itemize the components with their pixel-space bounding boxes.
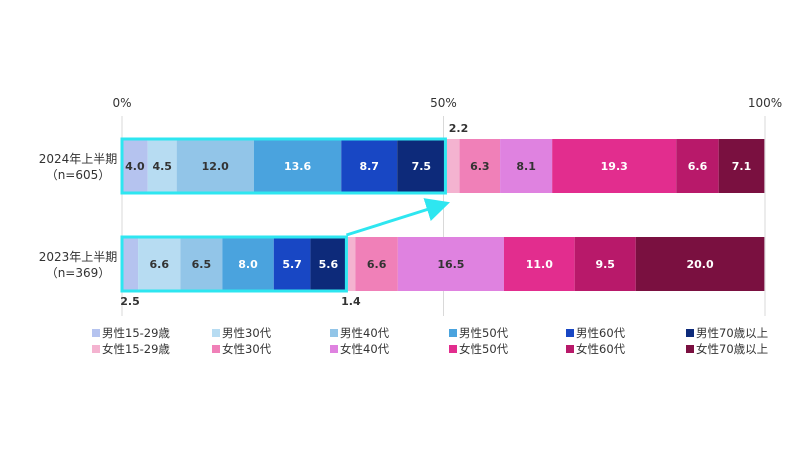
data-label: 6.6 <box>367 258 387 271</box>
data-label: 11.0 <box>526 258 553 271</box>
legend-swatch <box>330 345 338 353</box>
bar-segment <box>341 139 398 193</box>
data-label: 8.0 <box>238 258 258 271</box>
data-label: 5.6 <box>319 258 339 271</box>
bar-segment <box>222 237 274 291</box>
legend-swatch <box>330 329 338 337</box>
data-label: 4.5 <box>152 160 172 173</box>
data-label: 5.7 <box>282 258 302 271</box>
bar-segment <box>676 139 719 193</box>
legend-label: 男性40代 <box>340 326 390 340</box>
legend-swatch <box>686 329 694 337</box>
data-label: 19.3 <box>601 160 628 173</box>
bar-segment <box>397 139 446 193</box>
legend-swatch <box>212 329 220 337</box>
category-label: 2024年上半期（n=605） <box>39 152 118 182</box>
x-tick-label: 0% <box>112 96 131 110</box>
data-label: 20.0 <box>686 258 713 271</box>
callout-label: 2.5 <box>120 295 140 308</box>
legend-swatch <box>566 329 574 337</box>
bar-segment <box>574 237 636 291</box>
legend-swatch <box>449 329 457 337</box>
category-labels: 2024年上半期（n=605） 2023年上半期（n=369） 2.2 2.5 1.4 <box>39 122 469 308</box>
bar-segment <box>176 139 254 193</box>
bar-segment <box>355 237 398 291</box>
data-label: 6.6 <box>688 160 708 173</box>
legend-label: 女性15‐29歳 <box>102 342 170 356</box>
bar-segment <box>346 237 356 291</box>
bar-segment <box>138 237 181 291</box>
legend-label: 女性50代 <box>459 342 509 356</box>
legend-label: 男性60代 <box>576 326 626 340</box>
data-label: 13.6 <box>284 160 311 173</box>
data-label: 7.5 <box>412 160 432 173</box>
bar-segment <box>635 237 765 291</box>
highlight-arrow <box>345 198 451 237</box>
bar-segment <box>459 139 501 193</box>
legend-swatch <box>212 345 220 353</box>
legend-swatch <box>449 345 457 353</box>
callout-label: 1.4 <box>341 295 361 308</box>
legend-label: 男性50代 <box>459 326 509 340</box>
highlight-box <box>120 137 447 195</box>
bar-segment <box>122 237 139 291</box>
bar-segment <box>718 139 765 193</box>
data-label: 6.5 <box>192 258 212 271</box>
highlight-overlay <box>120 137 451 293</box>
data-label: 8.7 <box>359 160 379 173</box>
data-label: 7.1 <box>732 160 752 173</box>
data-label: 9.5 <box>595 258 615 271</box>
data-label: 12.0 <box>202 160 229 173</box>
data-label: 6.3 <box>470 160 490 173</box>
legend-swatch <box>92 329 100 337</box>
bar-segment <box>500 139 553 193</box>
bar-segment <box>273 237 311 291</box>
category-label: 2023年上半期（n=369） <box>39 250 118 280</box>
bars: 4.0 4.5 12.0 13.6 8.7 7.5 6.3 8.1 19.3 6.6 7.1 6.6 6… <box>122 139 765 291</box>
bar-segment <box>310 237 347 291</box>
legend-label: 男性70歳以上 <box>696 326 768 340</box>
legend-swatch <box>92 345 100 353</box>
bar-segment <box>397 237 504 291</box>
bar-segment <box>122 139 148 193</box>
legend-label: 男性15‐29歳 <box>102 326 170 340</box>
data-label: 4.0 <box>125 160 145 173</box>
legend-label: 女性30代 <box>222 342 272 356</box>
legend-swatch <box>566 345 574 353</box>
data-label: 6.6 <box>150 258 170 271</box>
data-label: 8.1 <box>516 160 536 173</box>
legend-label: 女性40代 <box>340 342 390 356</box>
highlight-box <box>120 235 348 293</box>
x-tick-label: 50% <box>430 96 457 110</box>
bar-segment <box>147 139 177 193</box>
bar-segment <box>503 237 575 291</box>
legend-label: 女性60代 <box>576 342 626 356</box>
data-label: 16.5 <box>437 258 464 271</box>
legend-swatch <box>686 345 694 353</box>
legend: 男性15‐29歳 男性30代 男性40代 男性50代 男性60代 男性70歳以上女性15‐… <box>92 326 768 356</box>
bar-segment <box>445 139 460 193</box>
bar-segment <box>253 139 342 193</box>
legend-label: 男性30代 <box>222 326 272 340</box>
x-tick-label: 100% <box>748 96 782 110</box>
callout-label: 2.2 <box>449 122 469 135</box>
bar-segment <box>180 237 223 291</box>
legend-label: 女性70歳以上 <box>696 342 768 356</box>
bar-segment <box>552 139 677 193</box>
x-axis-ticks: 0% 50% 100% <box>112 96 782 110</box>
